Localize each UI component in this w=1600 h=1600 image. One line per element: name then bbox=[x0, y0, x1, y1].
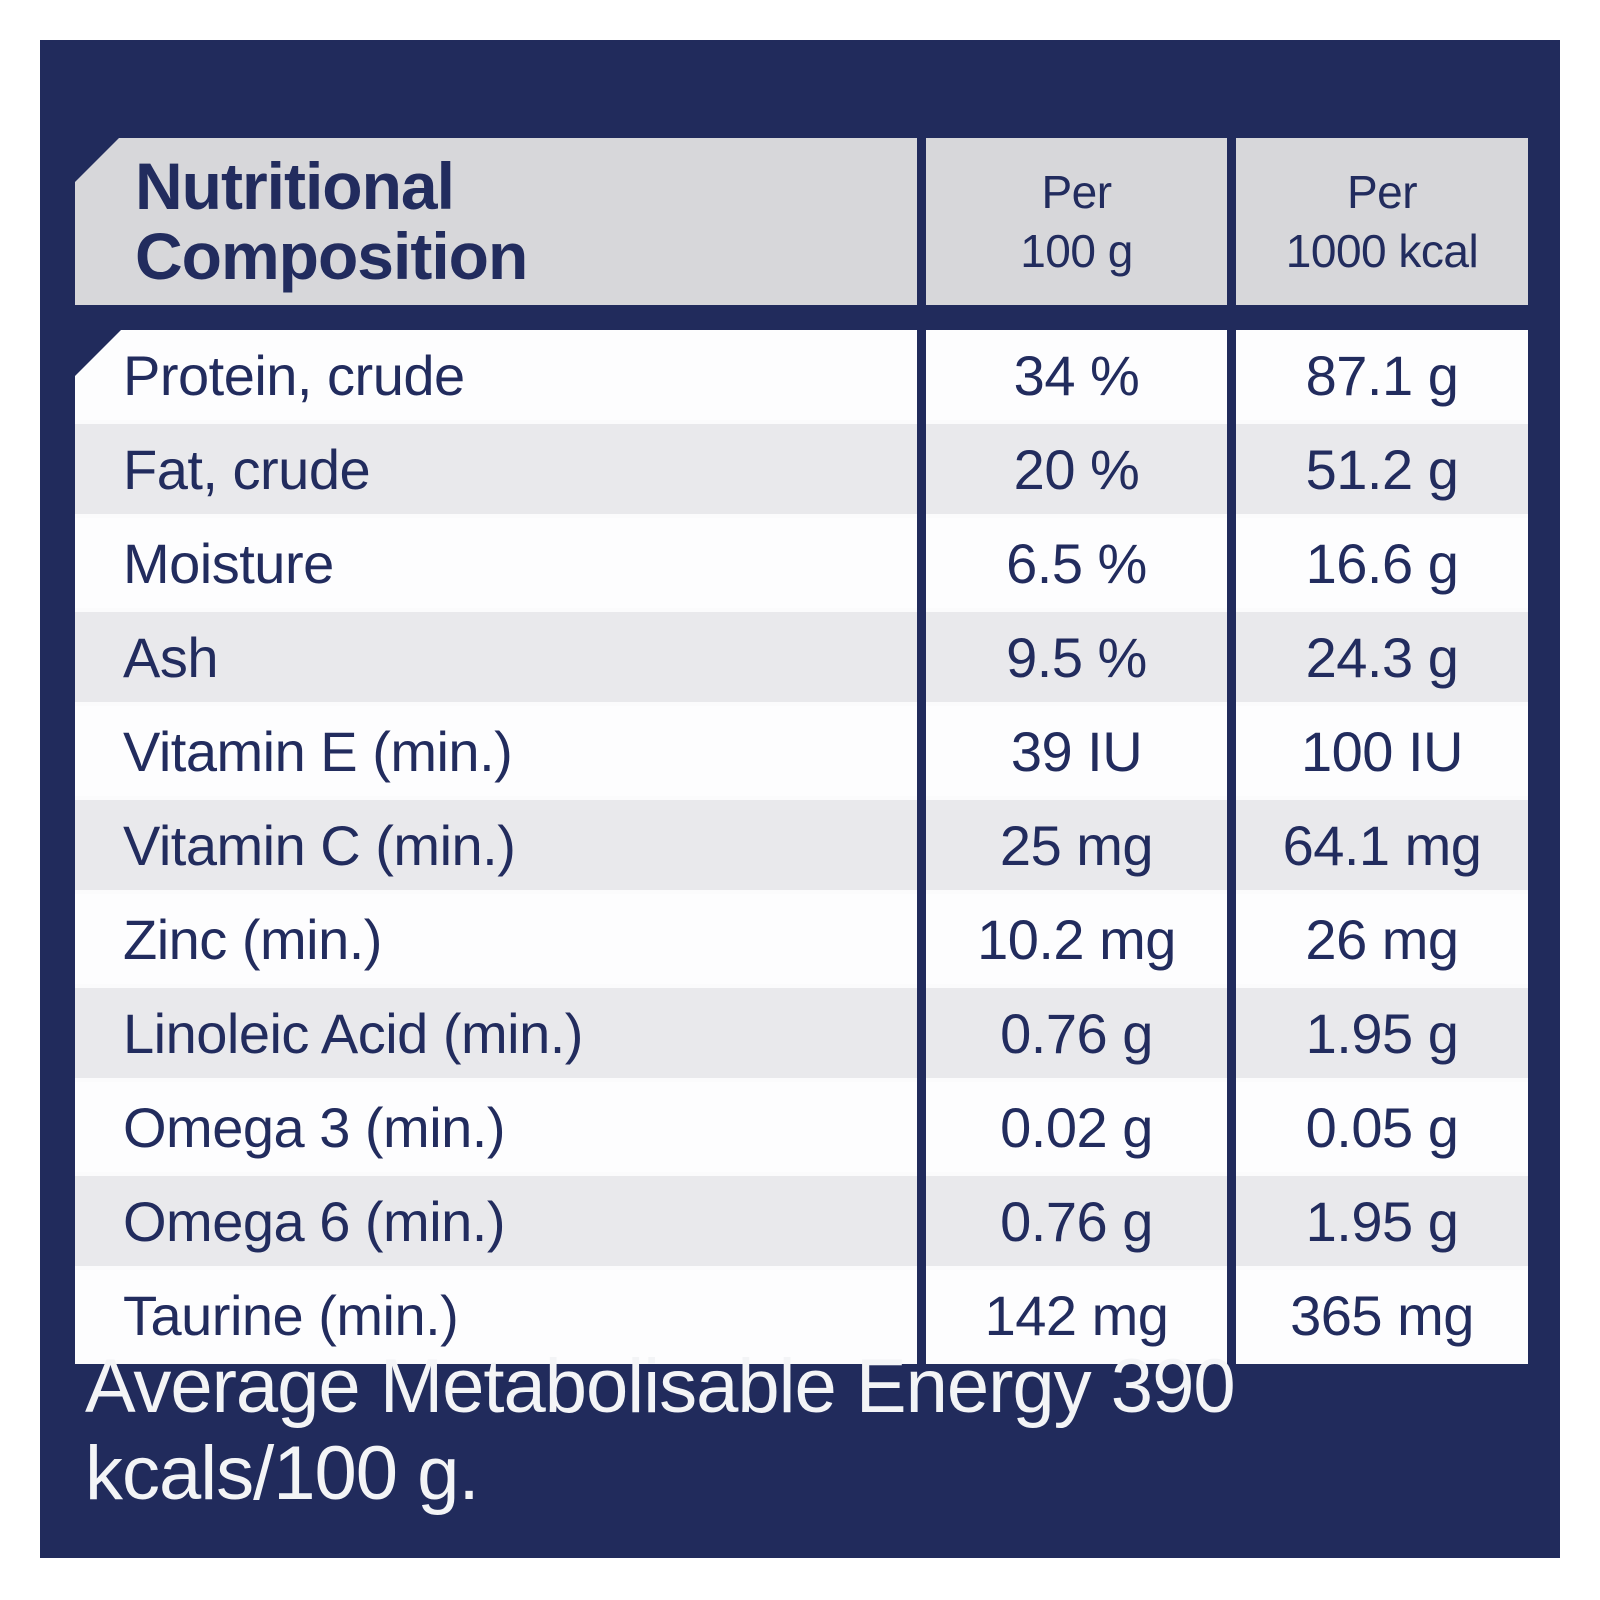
table-title: Nutritional Composition bbox=[135, 148, 528, 293]
row-value-per-100g: 34 % bbox=[926, 330, 1227, 424]
table-title-line2: Composition bbox=[135, 218, 528, 293]
row-value-per-1000kcal: 87.1 g bbox=[1236, 330, 1528, 424]
column-header-per-100g: Per 100 g bbox=[926, 138, 1227, 305]
row-value-per-100g: 25 mg bbox=[926, 800, 1227, 894]
row-label: Fat, crude bbox=[75, 424, 917, 518]
row-value-per-100g: 39 IU bbox=[926, 706, 1227, 800]
row-label: Zinc (min.) bbox=[75, 894, 917, 988]
row-label: Vitamin C (min.) bbox=[75, 800, 917, 894]
row-value-per-1000kcal: 1.95 g bbox=[1236, 1176, 1528, 1270]
row-label: Taurine (min.) bbox=[75, 1270, 917, 1364]
average-metabolisable-energy-note: Average Metabolisable Energy 390 kcals/1… bbox=[85, 1344, 1236, 1516]
row-value-per-1000kcal: 1.95 g bbox=[1236, 988, 1528, 1082]
table-body: Protein, crude 34 % 87.1 g Fat, crude 20… bbox=[75, 330, 1528, 1364]
row-value-per-100g: 20 % bbox=[926, 424, 1227, 518]
row-value-per-1000kcal: 26 mg bbox=[1236, 894, 1528, 988]
table-title-line1: Nutritional bbox=[135, 148, 455, 223]
row-label: Omega 3 (min.) bbox=[75, 1082, 917, 1176]
row-value-per-100g: 10.2 mg bbox=[926, 894, 1227, 988]
row-label: Protein, crude bbox=[75, 330, 917, 424]
row-label: Omega 6 (min.) bbox=[75, 1176, 917, 1270]
table-header: Nutritional Composition Per 100 g Per 10… bbox=[75, 138, 1528, 305]
column-header-per-1000kcal-line1: Per bbox=[1346, 165, 1418, 218]
column-header-per-1000kcal-line2: 1000 kcal bbox=[1285, 224, 1479, 277]
row-label: Moisture bbox=[75, 518, 917, 612]
row-value-per-100g: 0.02 g bbox=[926, 1082, 1227, 1176]
row-value-per-1000kcal: 64.1 mg bbox=[1236, 800, 1528, 894]
row-value-per-1000kcal: 365 mg bbox=[1236, 1270, 1528, 1364]
row-label: Linoleic Acid (min.) bbox=[75, 988, 917, 1082]
table-title-cell: Nutritional Composition bbox=[75, 138, 917, 305]
row-value-per-1000kcal: 100 IU bbox=[1236, 706, 1528, 800]
column-header-per-100g-line2: 100 g bbox=[1020, 224, 1133, 277]
row-value-per-1000kcal: 0.05 g bbox=[1236, 1082, 1528, 1176]
row-value-per-1000kcal: 51.2 g bbox=[1236, 424, 1528, 518]
row-value-per-1000kcal: 24.3 g bbox=[1236, 612, 1528, 706]
row-label: Ash bbox=[75, 612, 917, 706]
row-value-per-100g: 0.76 g bbox=[926, 1176, 1227, 1270]
nutrition-label-panel: Nutritional Composition Per 100 g Per 10… bbox=[40, 40, 1560, 1558]
row-value-per-100g: 9.5 % bbox=[926, 612, 1227, 706]
row-value-per-100g: 0.76 g bbox=[926, 988, 1227, 1082]
column-header-per-1000kcal: Per 1000 kcal bbox=[1236, 138, 1528, 305]
row-value-per-100g: 6.5 % bbox=[926, 518, 1227, 612]
row-value-per-100g: 142 mg bbox=[926, 1270, 1227, 1364]
row-value-per-1000kcal: 16.6 g bbox=[1236, 518, 1528, 612]
column-header-per-100g-line1: Per bbox=[1041, 165, 1112, 218]
row-label: Vitamin E (min.) bbox=[75, 706, 917, 800]
